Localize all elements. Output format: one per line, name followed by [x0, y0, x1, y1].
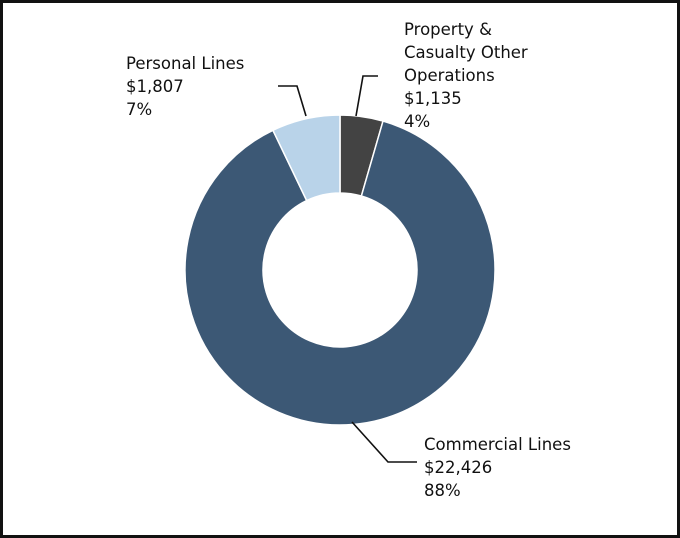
label-pc-other-name-line1: Property & [404, 20, 492, 39]
label-personal-lines-value: $1,807 [126, 77, 184, 96]
label-commercial-lines-percent: 88% [424, 481, 461, 500]
leader-line-commercial [351, 421, 417, 463]
label-personal-lines-percent: 7% [126, 100, 153, 119]
data-label-pc-other-operations: Property & Casualty Other Operations $1,… [404, 18, 528, 133]
leader-line-pc-other [355, 75, 378, 117]
leader-line-personal [278, 85, 307, 117]
label-pc-other-value: $1,135 [404, 89, 462, 108]
label-pc-other-name-line3: Operations [404, 66, 495, 85]
donut-slice-personal-lines [271, 114, 341, 202]
data-label-commercial-lines: Commercial Lines $22,426 88% [424, 433, 571, 502]
label-commercial-lines-name: Commercial Lines [424, 435, 571, 454]
label-commercial-lines-value: $22,426 [424, 458, 493, 477]
data-label-personal-lines: Personal Lines $1,807 7% [126, 52, 244, 121]
label-pc-other-name-line2: Casualty Other [404, 43, 528, 62]
label-pc-other-percent: 4% [404, 112, 431, 131]
donut-slices [184, 114, 496, 426]
label-personal-lines-name: Personal Lines [126, 54, 245, 73]
leader-lines [278, 75, 417, 463]
donut-slice-commercial-lines [184, 120, 496, 426]
